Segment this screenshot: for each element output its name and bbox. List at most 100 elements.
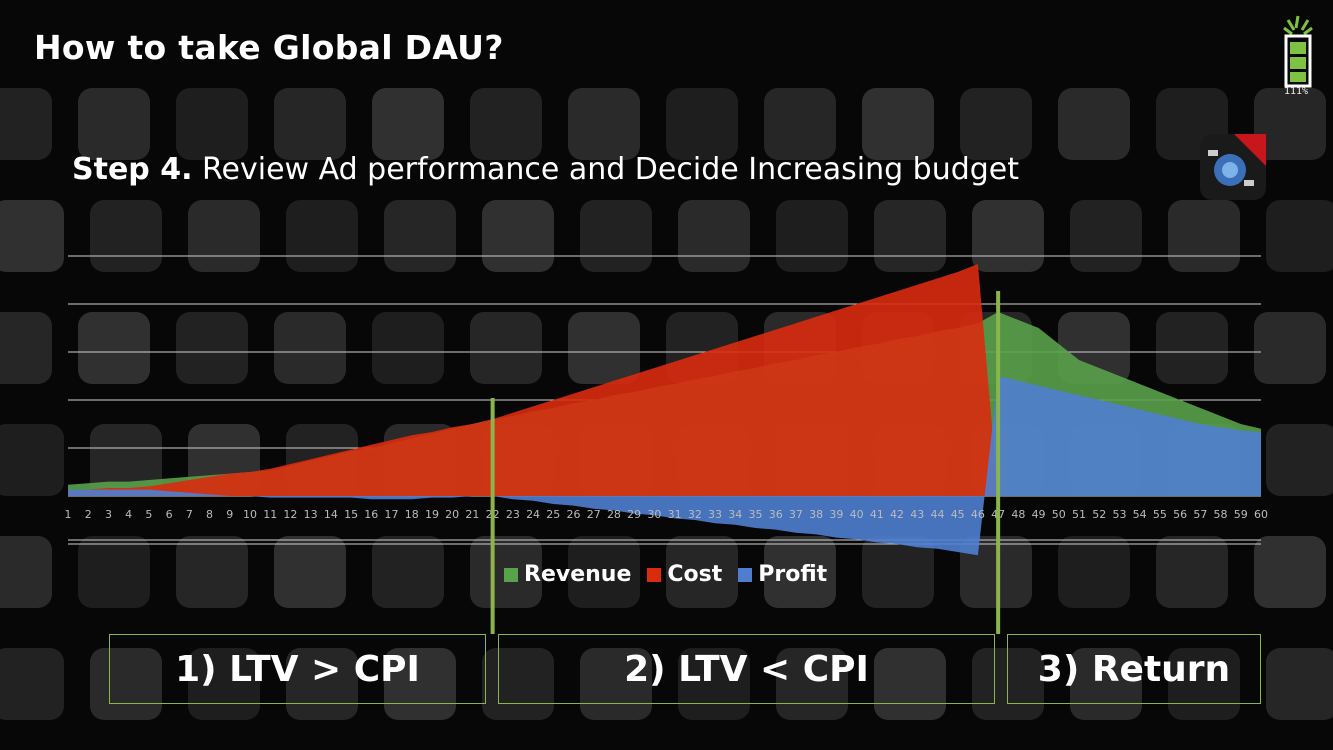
- background-tile: [384, 200, 456, 272]
- background-tile: [176, 536, 248, 608]
- background-tile: [286, 200, 358, 272]
- background-tile: [666, 536, 738, 608]
- background-tile: [0, 88, 52, 160]
- legend-label-revenue: Revenue: [524, 562, 632, 587]
- background-tile: [580, 648, 652, 720]
- background-tile: [568, 312, 640, 384]
- background-tile: [482, 200, 554, 272]
- background-tile: [176, 88, 248, 160]
- x-tick-label: 6: [166, 508, 173, 521]
- background-tile: [666, 88, 738, 160]
- background-tile: [972, 648, 1044, 720]
- background-tile: [1058, 88, 1130, 160]
- x-tick-label: 52: [1092, 508, 1106, 521]
- x-tick-label: 34: [728, 508, 742, 521]
- background-tile: [580, 200, 652, 272]
- x-tick-label: 3: [105, 508, 112, 521]
- x-tick-label: 24: [526, 508, 540, 521]
- background-tile: [0, 200, 64, 272]
- background-tile: [482, 648, 554, 720]
- x-tick-label: 32: [688, 508, 702, 521]
- x-tick-label: 60: [1254, 508, 1268, 521]
- background-tile: [678, 648, 750, 720]
- background-tile: [274, 88, 346, 160]
- background-tile: [568, 88, 640, 160]
- legend-swatch-cost: [647, 567, 662, 582]
- background-tile: [286, 648, 358, 720]
- background-tile: [764, 536, 836, 608]
- background-tile: [874, 648, 946, 720]
- x-tick-label: 18: [405, 508, 419, 521]
- x-tick-label: 35: [748, 508, 762, 521]
- x-tick-label: 33: [708, 508, 722, 521]
- background-tile: [188, 648, 260, 720]
- x-tick-label: 51: [1072, 508, 1086, 521]
- background-tile: [764, 88, 836, 160]
- legend-swatch-profit: [738, 567, 753, 582]
- area-series-profit: [68, 376, 1261, 556]
- x-tick-label: 28: [607, 508, 621, 521]
- x-tick-label: 29: [627, 508, 641, 521]
- background-tile: [1156, 312, 1228, 384]
- background-tile: [1254, 312, 1326, 384]
- background-tile: [862, 88, 934, 160]
- page-title: How to take Global DAU?: [34, 28, 504, 67]
- phase-box-ltv-greater: 1) LTV > CPI: [109, 634, 486, 704]
- phase-box-return: 3) Return: [1007, 634, 1261, 704]
- x-tick-label: 14: [324, 508, 338, 521]
- x-tick-label: 17: [385, 508, 399, 521]
- background-tile: [1058, 536, 1130, 608]
- background-tile: [1070, 648, 1142, 720]
- background-tile: [274, 536, 346, 608]
- x-tick-label: 16: [364, 508, 378, 521]
- background-tile: [90, 200, 162, 272]
- background-tile: [1070, 200, 1142, 272]
- x-tick-label: 46: [971, 508, 985, 521]
- background-tile: [1266, 648, 1333, 720]
- x-tick-label: 20: [445, 508, 459, 521]
- x-tick-label: 43: [910, 508, 924, 521]
- background-tile: [1156, 536, 1228, 608]
- background-tile: [274, 312, 346, 384]
- x-tick-label: 44: [930, 508, 944, 521]
- background-tile: [78, 312, 150, 384]
- x-tick-label: 8: [206, 508, 213, 521]
- background-tile: [874, 200, 946, 272]
- x-tick-label: 40: [850, 508, 864, 521]
- x-tick-label: 4: [125, 508, 132, 521]
- background-tile: [0, 648, 64, 720]
- legend-label-profit: Profit: [758, 562, 828, 587]
- background-tile: [78, 536, 150, 608]
- background-tile: [384, 648, 456, 720]
- background-tile: [1266, 424, 1333, 496]
- x-tick-label: 9: [226, 508, 233, 521]
- x-tick-label: 48: [1011, 508, 1025, 521]
- legend-label-cost: Cost: [667, 562, 723, 587]
- chart-legend: Revenue Cost Profit: [504, 562, 827, 587]
- legend-swatch-revenue: [504, 567, 518, 582]
- step-heading: Step 4. Review Ad performance and Decide…: [72, 152, 1019, 187]
- x-tick-label: 30: [647, 508, 661, 521]
- x-tick-label: 26: [567, 508, 581, 521]
- x-tick-label: 1: [65, 508, 72, 521]
- x-tick-label: 49: [1032, 508, 1046, 521]
- x-tick-label: 37: [789, 508, 803, 521]
- x-tick-label: 54: [1133, 508, 1147, 521]
- background-tile: [176, 312, 248, 384]
- background-tile: [972, 200, 1044, 272]
- background-tile: [0, 424, 64, 496]
- background-tile: [78, 88, 150, 160]
- x-tick-label: 36: [769, 508, 783, 521]
- background-tile: [90, 424, 162, 496]
- background-tile: [0, 312, 52, 384]
- x-tick-label: 19: [425, 508, 439, 521]
- background-tile: [1266, 200, 1333, 272]
- background-tile: [372, 536, 444, 608]
- background-tile: [372, 312, 444, 384]
- x-tick-label: 27: [587, 508, 601, 521]
- x-tick-label: 42: [890, 508, 904, 521]
- background-tile: [470, 312, 542, 384]
- x-tick-label: 23: [506, 508, 520, 521]
- area-series-cost: [68, 264, 1261, 496]
- x-tick-label: 5: [145, 508, 152, 521]
